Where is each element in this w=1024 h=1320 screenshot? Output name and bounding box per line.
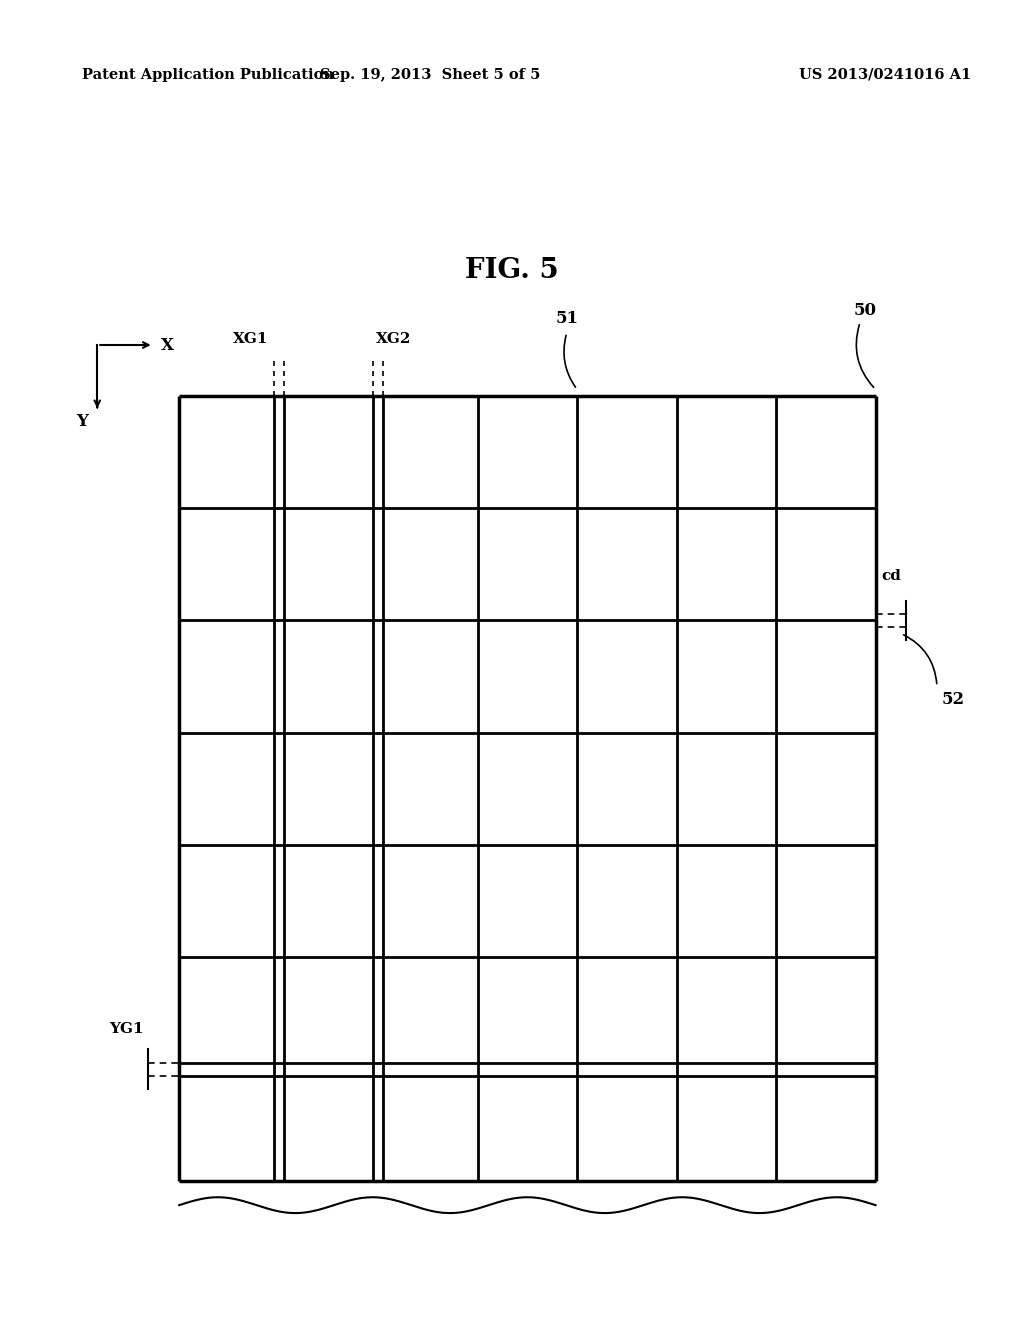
Text: 51: 51 [555,310,579,327]
Text: Sep. 19, 2013  Sheet 5 of 5: Sep. 19, 2013 Sheet 5 of 5 [319,69,541,82]
Text: YG1: YG1 [109,1022,143,1036]
Text: X: X [161,337,174,354]
Text: Y: Y [76,413,88,430]
Text: XG2: XG2 [376,331,412,346]
Text: US 2013/0241016 A1: US 2013/0241016 A1 [799,69,971,82]
Text: 50: 50 [854,302,877,319]
Text: Patent Application Publication: Patent Application Publication [82,69,334,82]
Text: cd: cd [882,569,901,583]
Text: 52: 52 [942,692,966,708]
Text: FIG. 5: FIG. 5 [465,256,559,284]
Text: XG1: XG1 [232,331,268,346]
